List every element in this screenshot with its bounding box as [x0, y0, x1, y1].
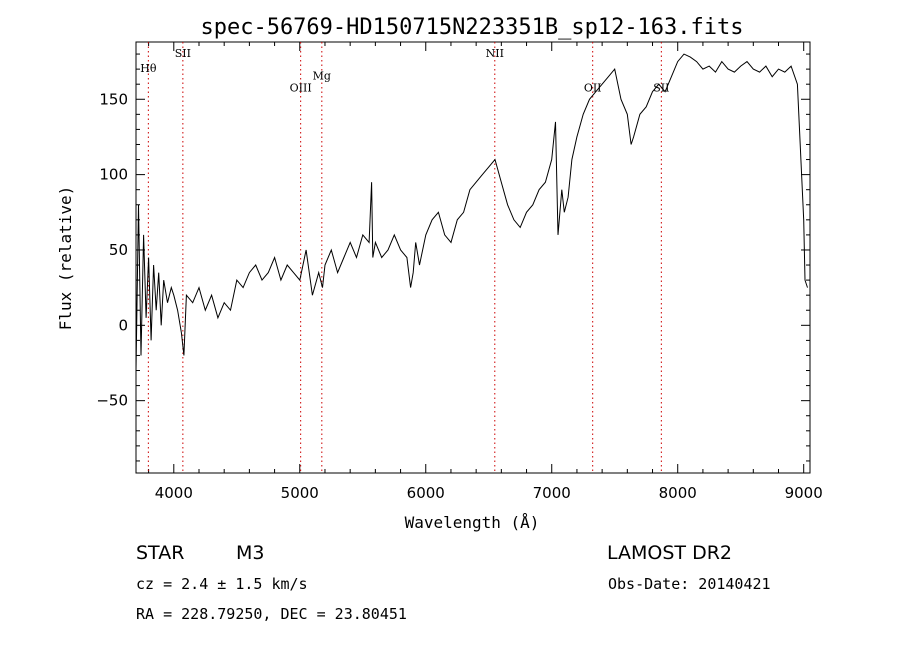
coordinates: RA = 228.79250, DEC = 23.80451	[136, 605, 407, 623]
y-tick-label: 0	[118, 316, 128, 334]
y-tick-label: 100	[99, 166, 128, 184]
spectral-line-label: SII	[175, 47, 191, 60]
x-tick-label: 7000	[533, 484, 571, 502]
y-axis-label: Flux (relative)	[56, 186, 75, 331]
y-tick-label: 150	[99, 90, 128, 108]
spectrum-line	[135, 53, 808, 371]
x-tick-label: 5000	[281, 484, 319, 502]
survey-name: LAMOST DR2	[607, 542, 732, 564]
x-tick-label: 8000	[659, 484, 697, 502]
spectral-line-label: Mg	[313, 70, 331, 83]
axis-ticks: 4000 5000 6000 7000 8000 9000 −50 0 50 100 150	[96, 42, 823, 502]
x-tick-label: 9000	[785, 484, 823, 502]
y-tick-label: −50	[96, 392, 128, 410]
object-subclass: M3	[236, 542, 265, 564]
x-tick-label: 6000	[407, 484, 445, 502]
spectral-line-label: OII	[584, 82, 602, 95]
spectrum-series	[135, 53, 808, 371]
spectral-line-label: OIII	[290, 82, 312, 95]
x-tick-label: 4000	[155, 484, 193, 502]
spectral-line-label: NII	[486, 47, 504, 60]
x-axis-label: Wavelength (Å)	[405, 513, 540, 532]
y-tick-label: 50	[109, 241, 128, 259]
object-class: STAR	[136, 542, 185, 564]
chart-title: spec-56769-HD150715N223351B_sp12-163.fit…	[200, 15, 743, 40]
spectral-line-label: Hθ	[140, 62, 157, 75]
plot-frame	[135, 41, 811, 474]
redshift-velocity: cz = 2.4 ± 1.5 km/s	[136, 575, 308, 593]
observation-date: Obs-Date: 20140421	[608, 575, 771, 593]
